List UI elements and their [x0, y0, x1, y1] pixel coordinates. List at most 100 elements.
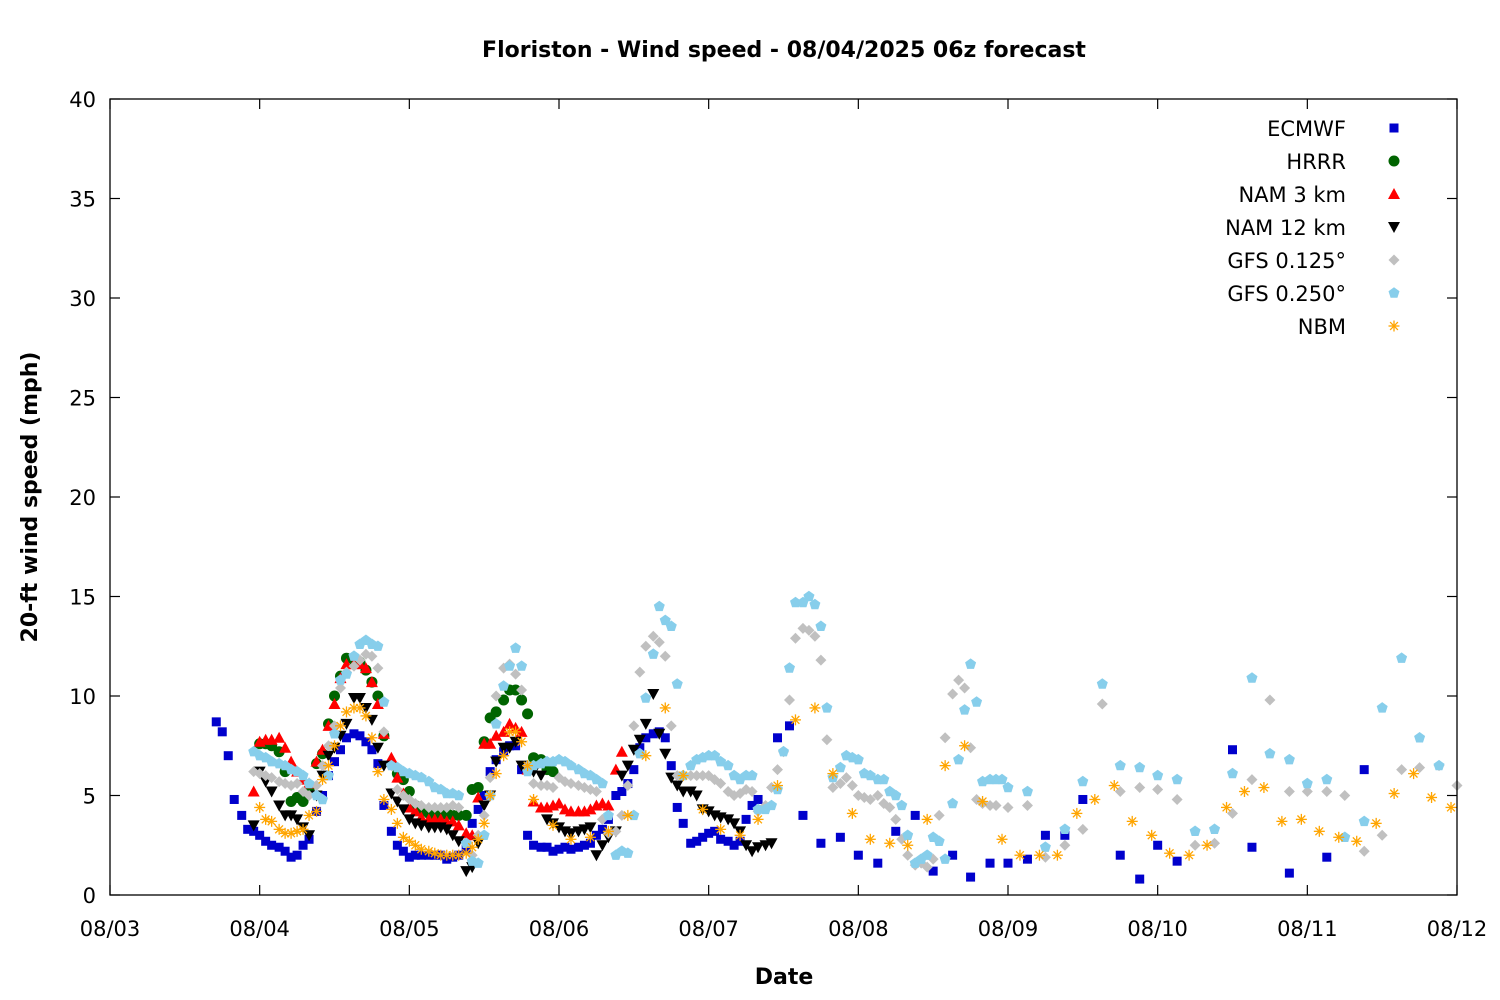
data-point: [274, 842, 284, 852]
data-point: [816, 838, 826, 848]
asterisk-stroke: [1352, 836, 1362, 846]
data-point: [378, 726, 390, 738]
data-point: [685, 770, 697, 782]
data-point: [490, 729, 503, 741]
data-point: [704, 828, 714, 838]
data-point: [1358, 845, 1370, 857]
data-point: [423, 775, 435, 787]
data-point: [634, 666, 646, 678]
data-point: [896, 799, 908, 811]
data-point: [647, 689, 660, 701]
asterisk-stroke: [1202, 840, 1212, 850]
data-point: [622, 847, 634, 858]
data-point: [1445, 801, 1457, 813]
asterisk-stroke: [479, 819, 489, 828]
data-point: [379, 800, 389, 810]
data-point: [864, 793, 876, 805]
data-point: [360, 710, 372, 722]
data-point: [1114, 759, 1126, 771]
data-point: [348, 660, 360, 672]
asterisk-stroke: [791, 715, 800, 725]
data-point: [1276, 815, 1288, 827]
data-point: [672, 802, 682, 812]
data-point: [398, 846, 408, 856]
data-point: [490, 756, 503, 768]
data-point: [1096, 678, 1108, 689]
data-point: [498, 694, 510, 706]
data-point: [211, 717, 221, 727]
data-point: [697, 803, 709, 815]
data-point: [435, 801, 447, 813]
data-point: [665, 620, 677, 631]
data-point: [403, 814, 416, 826]
data-point: [591, 830, 601, 840]
asterisk-stroke: [1015, 850, 1025, 860]
data-point: [298, 840, 308, 850]
data-point: [1388, 788, 1400, 800]
data-point: [784, 662, 795, 673]
data-point: [722, 814, 735, 826]
data-point: [490, 690, 502, 702]
data-point: [547, 819, 559, 831]
data-point: [752, 842, 765, 854]
data-point: [959, 740, 971, 752]
data-point: [809, 598, 821, 610]
data-point: [560, 842, 570, 852]
data-point: [789, 632, 801, 644]
data-point: [1189, 825, 1201, 836]
data-point: [698, 832, 708, 842]
data-point: [939, 853, 951, 864]
legend-label: ECMWF: [1267, 117, 1346, 141]
asterisk-stroke: [430, 848, 440, 858]
data-point: [821, 734, 833, 746]
data-point: [1238, 786, 1250, 798]
data-point: [1284, 868, 1294, 878]
data-point: [529, 840, 539, 850]
data-point: [265, 786, 278, 798]
y-axis-label: 20-ft wind speed (mph): [18, 352, 43, 643]
data-point: [1321, 773, 1333, 785]
data-point: [784, 721, 794, 731]
data-point: [1351, 835, 1363, 847]
data-point: [573, 842, 583, 852]
data-point: [485, 767, 495, 777]
data-point: [921, 849, 933, 860]
data-point: [280, 846, 290, 856]
data-point: [536, 842, 546, 852]
asterisk-stroke: [410, 840, 420, 850]
asterisk-stroke: [342, 707, 351, 717]
asterisk-stroke: [499, 751, 508, 761]
data-point: [516, 694, 528, 706]
legend-marker: [1388, 287, 1400, 298]
asterisk-stroke: [1109, 781, 1119, 790]
data-point: [409, 805, 422, 817]
data-point: [273, 731, 286, 743]
data-point: [959, 704, 971, 715]
data-point: [1171, 793, 1183, 805]
data-point: [1059, 823, 1071, 834]
data-point: [479, 791, 489, 800]
data-point: [715, 823, 727, 835]
data-point: [453, 789, 465, 801]
data-point: [409, 839, 421, 851]
data-point: [490, 768, 502, 780]
asterisk-stroke: [903, 840, 913, 850]
data-point: [671, 780, 684, 792]
y-tick-label: 15: [69, 586, 96, 610]
data-point: [659, 702, 671, 714]
asterisk-stroke: [312, 807, 321, 816]
data-point: [498, 750, 510, 762]
asterisk-stroke: [1127, 817, 1137, 826]
data-point: [329, 740, 340, 752]
asterisk-stroke: [885, 838, 895, 848]
data-point: [639, 718, 652, 730]
data-point: [1078, 794, 1088, 804]
data-point: [884, 801, 896, 813]
data-point: [1033, 849, 1045, 861]
data-point: [297, 769, 309, 781]
data-point: [348, 650, 360, 661]
data-point: [340, 718, 353, 730]
data-point: [273, 800, 286, 812]
legend-label: NAM 12 km: [1225, 216, 1346, 240]
data-point: [1002, 781, 1014, 793]
